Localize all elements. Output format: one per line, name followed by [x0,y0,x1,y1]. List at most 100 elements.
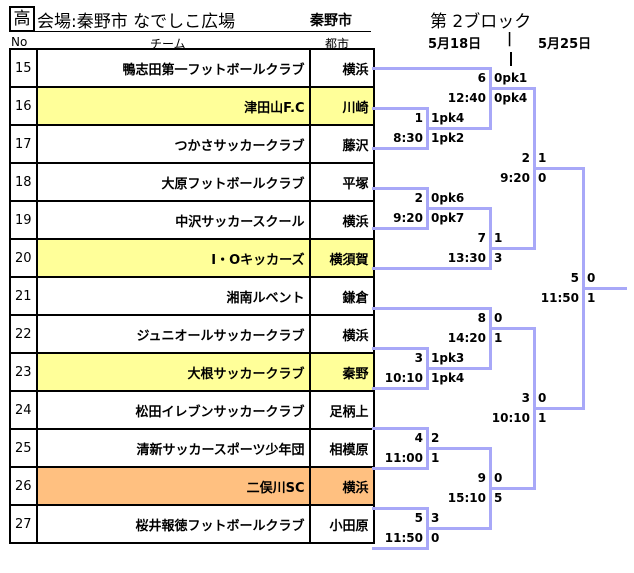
score-bottom: 0pk7 [431,211,465,225]
score-top: 0 [494,311,503,325]
team-row: 16 津田山F.C 川崎 [9,86,375,126]
team-row: 27 桜井報徳フットボールクラブ 小田原 [9,504,375,544]
bracket-line [490,247,536,250]
match-time: 9:20 [393,211,423,225]
team-row: 24 松田イレブンサッカークラブ 足柄上 [9,390,375,430]
match-time: 8:30 [393,131,423,145]
team-city: 藤沢 [308,124,375,164]
team-name: 松田イレブンサッカークラブ [35,390,311,430]
team-name: 鴨志田第一フットボールクラブ [35,48,311,88]
score-top: 1pk4 [431,111,465,125]
bracket-line [372,427,429,430]
team-row: 25 清新サッカースポーツ少年団 相模原 [9,428,375,468]
bracket-line [372,147,429,150]
match-time: 12:40 [447,91,486,105]
bracket-line [426,508,429,550]
bracket-line [372,187,429,190]
bracket-line [426,108,429,150]
bracket-line [372,227,429,230]
match-time: 11:50 [384,531,423,545]
match-time: 15:10 [447,491,486,505]
match-number: 3 [414,351,423,365]
team-name: 清新サッカースポーツ少年団 [35,428,311,468]
bracket-line [490,327,536,330]
score-bottom: 1pk4 [431,371,465,385]
team-city: 横浜 [308,314,375,354]
bracket-line [372,507,429,510]
match-number: 5 [414,511,423,525]
bracket-line [372,467,429,470]
team-name: 湘南ルベント [35,276,311,316]
team-name: 桜井報徳フットボールクラブ [35,504,311,544]
team-number: 16 [9,86,38,126]
team-row: 21 湘南ルベント 鎌倉 [9,276,375,316]
bracket-line [426,348,429,390]
match-number: 8 [477,311,486,325]
team-row: 17 つかさサッカークラブ 藤沢 [9,124,375,164]
score-bottom: 0pk4 [494,91,528,105]
score-bottom: 1 [431,451,440,465]
match-number: 9 [477,471,486,485]
col-header-city: 都市 [325,37,350,51]
team-table: 15 鴨志田第一フットボールクラブ横浜 16 津田山F.C 川崎 17 つかさサッカークラブ… [9,48,375,544]
score-top: 0pk6 [431,191,465,205]
match-number: 4 [414,431,423,445]
bracket-line [490,87,536,90]
bracket-line [372,267,492,270]
team-name: 大原フットボールクラブ [35,162,311,202]
team-row: 26 二俣川SC 横浜 [9,466,375,506]
team-number: 17 [9,124,38,164]
team-number: 21 [9,276,38,316]
block-title: 第 2ブロック [430,12,532,32]
category-badge: 高 [9,6,35,32]
team-city: 足柄上 [308,390,375,430]
team-row: 19 中沢サッカースクール 横浜 [9,200,375,240]
bracket-line [427,127,492,130]
team-row: 20 I・Oキッカーズ 横須賀 [9,238,375,278]
team-city: 横須賀 [308,238,375,278]
team-number: 25 [9,428,38,468]
team-name: つかさサッカークラブ [35,124,311,164]
team-name: I・Oキッカーズ [35,238,311,278]
team-number: 19 [9,200,38,240]
team-city: 平塚 [308,162,375,202]
team-city: 横浜 [308,466,375,506]
round2-date: 5月25日 [538,37,592,52]
match-number: 2 [521,151,530,165]
team-city: 小田原 [308,504,375,544]
score-bottom: 1 [587,291,596,305]
date-separator: | [507,31,513,47]
team-number: 15 [9,48,38,88]
match-number: 7 [477,231,486,245]
bracket-line [489,68,492,130]
venue-title: 会場:秦野市 なでしこ広場 [37,12,236,32]
team-number: 22 [9,314,38,354]
bracket-line [427,207,492,210]
match-number: 5 [570,271,579,285]
score-top: 1 [494,231,503,245]
bracket-line [372,107,429,110]
round1-date: 5月18日 [428,37,482,52]
match-time: 14:20 [447,331,486,345]
match-time: 10:10 [491,411,530,425]
match-number: 3 [521,391,530,405]
match-number: 2 [414,191,423,205]
team-city: 秦野 [308,352,375,392]
match-time: 11:50 [540,291,579,305]
bracket-line [534,407,585,410]
team-row: 23 大根サッカークラブ 秦野 [9,352,375,392]
bracket-line [372,547,429,550]
match-number: 1 [414,111,423,125]
team-city: 川崎 [308,86,375,126]
bracket-line [372,347,429,350]
team-number: 27 [9,504,38,544]
score-top: 0 [494,471,503,485]
match-number: 6 [477,71,486,85]
match-time: 13:30 [447,251,486,265]
score-bottom: 0 [431,531,440,545]
score-bottom: 3 [494,251,503,265]
score-top: 0 [538,391,547,405]
team-row: 22 ジュニオールサッカークラブ 横浜 [9,314,375,354]
bracket-line [490,487,536,490]
